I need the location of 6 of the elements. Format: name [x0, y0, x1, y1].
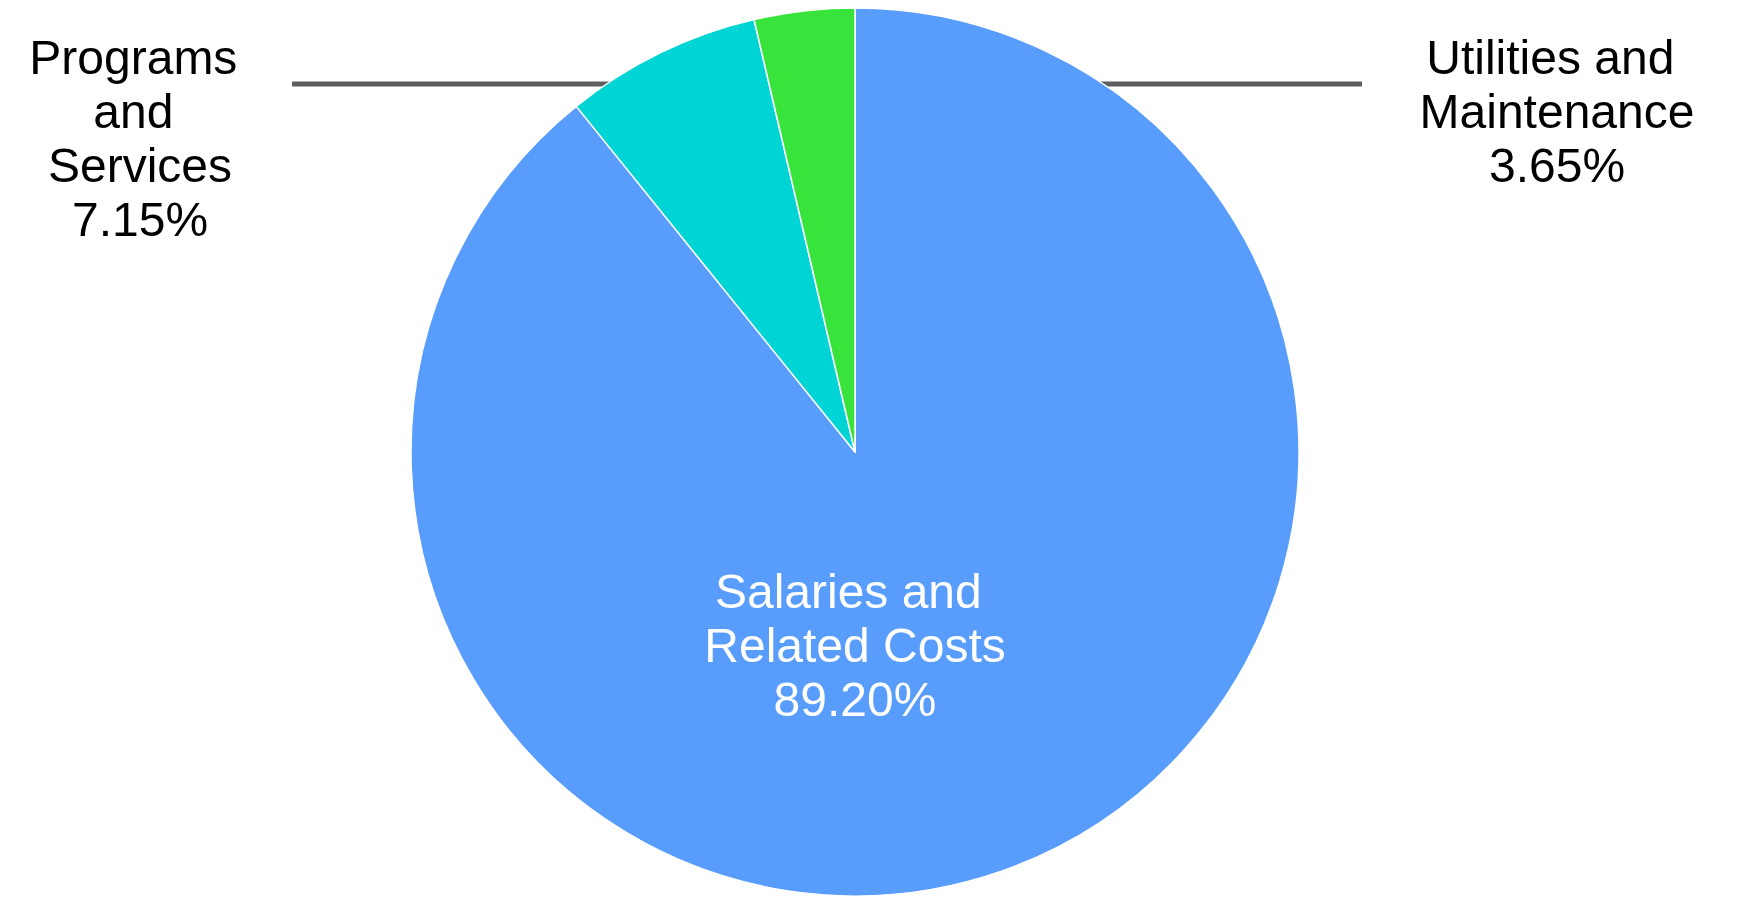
slice-label: Salaries and Related Costs: [704, 564, 1006, 672]
data-label: 3.65%: [1488, 138, 1626, 192]
data-label: 89.20%: [773, 672, 937, 726]
slice-label: Utilities and Maintenance: [1419, 30, 1695, 138]
slice-label: Programs and Services: [29, 30, 251, 192]
data-label: 7.15%: [71, 192, 209, 246]
